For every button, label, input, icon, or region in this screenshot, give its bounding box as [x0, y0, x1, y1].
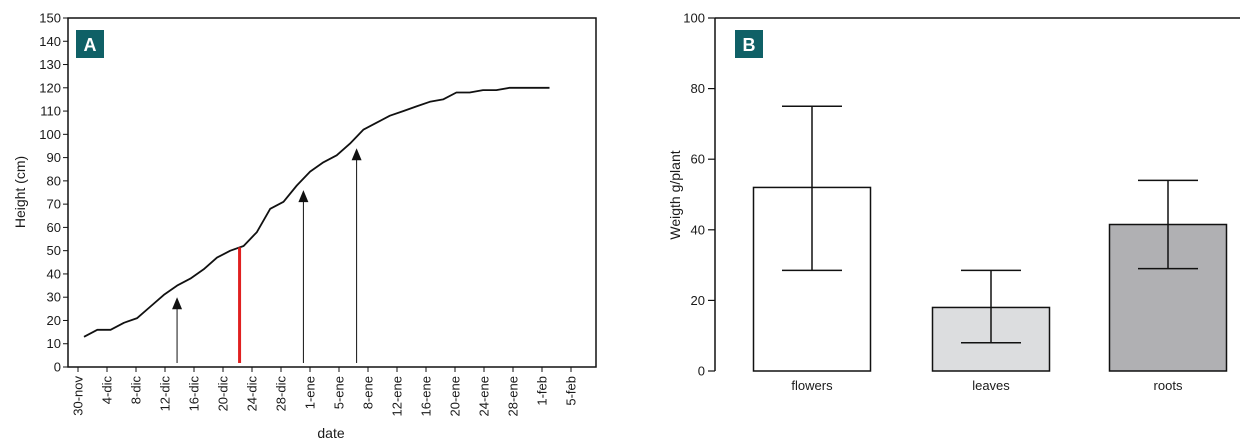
- chart-b: 0 20 40 60 80 100 flowers leaves roots B Weigth …: [667, 11, 1240, 393]
- y-tick-label-a: 100: [39, 127, 61, 142]
- x-tick-label-a: 5-feb: [564, 376, 579, 406]
- y-tick-label-b: 40: [691, 222, 705, 237]
- arrow-head: [351, 148, 362, 161]
- y-tick-label-a: 130: [39, 57, 61, 72]
- y-tick-label-b: 80: [691, 81, 705, 96]
- x-tick-label-a: 20-dic: [216, 376, 231, 412]
- y-tick-label-a: 70: [47, 197, 61, 212]
- x-tick-label-a: 28-ene: [506, 376, 521, 416]
- y-tick-label-a: 120: [39, 80, 61, 95]
- x-tick-label-a: 1-feb: [535, 376, 550, 406]
- x-tick-label-a: 20-ene: [448, 376, 463, 416]
- x-tick-label-a: 16-dic: [187, 376, 202, 412]
- x-axis-title-a: date: [317, 425, 344, 441]
- height-series-line: [83, 86, 550, 338]
- x-tick-label-b: leaves: [972, 378, 1010, 393]
- x-tick-label-a: 24-dic: [245, 376, 260, 412]
- y-tick-label-a: 50: [47, 243, 61, 258]
- y-tick-label-b: 100: [683, 11, 705, 26]
- x-tick-label-b: roots: [1154, 378, 1183, 393]
- arrow-head: [298, 190, 309, 203]
- x-tick-label-a: 12-ene: [390, 376, 405, 416]
- x-tick-label-a: 24-ene: [477, 376, 492, 416]
- x-tick-label-b: flowers: [791, 378, 833, 393]
- panel-label-a: A: [84, 35, 97, 55]
- x-tick-label-a: 12-dic: [158, 376, 173, 412]
- x-tick-label-a: 16-ene: [419, 376, 434, 416]
- panel-label-a-background: [76, 30, 104, 58]
- y-tick-label-a: 140: [39, 34, 61, 49]
- y-tick-label-a: 90: [47, 150, 61, 165]
- y-tick-label-a: 30: [47, 290, 61, 305]
- y-tick-label-a: 80: [47, 173, 61, 188]
- y-tick-label-b: 0: [698, 364, 705, 379]
- y-tick-label-b: 60: [691, 152, 705, 167]
- y-tick-label-a: 60: [47, 220, 61, 235]
- y-axis-title-a: Height (cm): [12, 156, 28, 228]
- x-tick-label-a: 8-ene: [361, 376, 376, 409]
- x-tick-label-a: 8-dic: [129, 376, 144, 405]
- y-tick-label-a: 0: [54, 360, 61, 375]
- chart-a: 0 10 20 30 40 50 60 70 80 90 100 110 120 130 140 150 30-…: [12, 11, 597, 441]
- y-tick-label-a: 110: [40, 104, 61, 119]
- y-tick-label-a: 150: [39, 11, 61, 26]
- x-tick-label-a: 5-ene: [332, 376, 347, 409]
- x-tick-label-a: 30-nov: [71, 376, 86, 416]
- x-tick-label-a: 1-ene: [303, 376, 318, 409]
- y-tick-label-a: 10: [47, 336, 61, 351]
- x-tick-label-a: 4-dic: [100, 376, 115, 405]
- panel-label-b: B: [743, 35, 756, 55]
- plot-frame-a: [67, 17, 597, 368]
- y-tick-label-a: 20: [47, 313, 61, 328]
- y-tick-label-b: 20: [691, 293, 705, 308]
- y-axis-title-b: Weigth g/plant: [667, 150, 683, 239]
- x-tick-label-a: 28-dic: [274, 376, 289, 412]
- y-tick-label-a: 40: [47, 266, 61, 281]
- arrow-head: [172, 297, 183, 310]
- panel-label-b-background: [735, 30, 763, 58]
